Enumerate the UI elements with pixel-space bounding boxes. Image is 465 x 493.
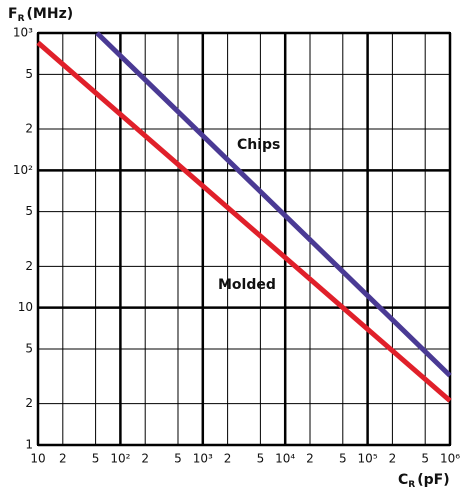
y-label-sub: R [18, 14, 25, 24]
y-tick-label: 1 [25, 438, 33, 452]
x-tick-label: 5 [174, 452, 182, 466]
x-label-unit: (pF) [417, 472, 449, 488]
y-tick-label: 2 [25, 121, 33, 135]
y-tick-label: 10² [13, 163, 33, 177]
x-tick-label: 2 [141, 452, 149, 466]
series-line [95, 31, 452, 378]
annotation: Molded [218, 277, 276, 293]
x-tick-label: 10² [110, 452, 130, 466]
y-tick-label: 2 [25, 396, 33, 410]
y-tick-label: 5 [25, 67, 33, 81]
plot-frame [37, 32, 451, 446]
x-tick-label: 2 [224, 452, 232, 466]
x-tick-label: 2 [306, 452, 314, 466]
x-tick-label: 5 [339, 452, 347, 466]
series-line [36, 40, 452, 403]
y-tick-label: 10³ [13, 26, 33, 40]
x-tick-label: 5 [92, 452, 100, 466]
y-label-main: F [8, 6, 18, 22]
x-tick-label: 5 [257, 452, 265, 466]
x-tick-label: 10³ [193, 452, 213, 466]
annotation: Chips [237, 137, 280, 153]
x-tick-label: 10⁴ [275, 452, 295, 466]
x-axis-label: CR (pF) [398, 472, 450, 490]
x-tick-label: 5 [421, 452, 429, 466]
y-tick-label: 5 [25, 342, 33, 356]
y-tick-label: 2 [25, 259, 33, 273]
y-tick-label: 5 [25, 204, 33, 218]
x-tick-label: 10⁶ [440, 452, 460, 466]
x-label-sub: R [408, 480, 415, 490]
plot-layer [36, 31, 452, 447]
tick-labels: 10 2 5 10² 2 5 10³ 2 5 10⁴ 2 5 10⁵ 2 5 10⁶125102510²251… [13, 26, 460, 466]
x-tick-label: 10⁵ [358, 452, 378, 466]
x-tick-label: 10 [30, 452, 45, 466]
x-tick-label: 2 [389, 452, 397, 466]
y-tick-label: 10 [18, 300, 33, 314]
y-axis-label: FR (MHz) [8, 6, 73, 24]
y-label-unit: (MHz) [27, 6, 74, 22]
x-label-main: C [398, 472, 408, 488]
x-tick-label: 2 [59, 452, 67, 466]
